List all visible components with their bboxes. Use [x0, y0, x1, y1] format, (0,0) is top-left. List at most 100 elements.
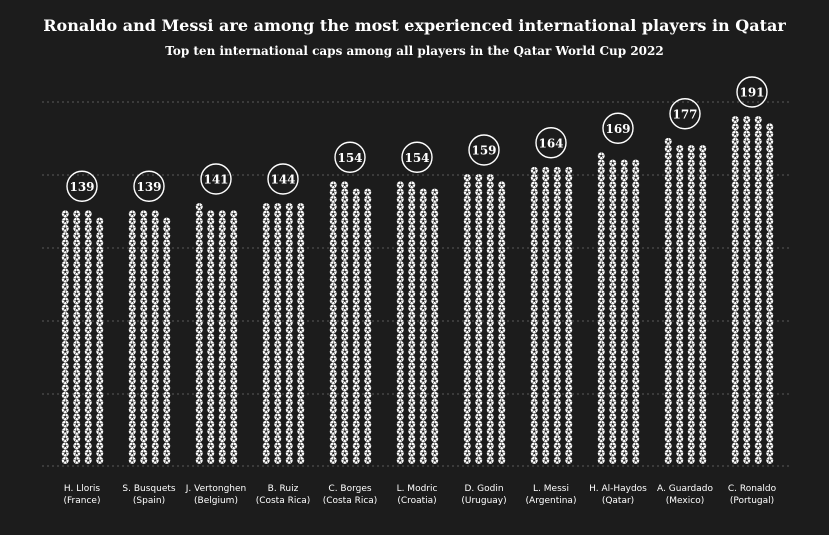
football-icon — [553, 362, 562, 370]
football-icon — [474, 261, 483, 269]
football-icon — [128, 406, 137, 414]
football-icon — [742, 174, 751, 182]
football-icon — [742, 311, 751, 319]
football-icon — [631, 188, 640, 196]
football-icon — [195, 282, 204, 290]
football-icon — [273, 297, 282, 305]
football-icon — [296, 442, 305, 450]
football-icon — [497, 275, 506, 283]
football-icon — [419, 435, 428, 443]
football-icon — [530, 174, 539, 182]
football-icon — [396, 435, 405, 443]
football-icon — [329, 304, 338, 312]
football-icon — [151, 290, 160, 298]
football-icon — [631, 333, 640, 341]
football-icon — [631, 391, 640, 399]
football-icon — [195, 304, 204, 312]
football-icon — [664, 377, 673, 385]
football-icon — [229, 355, 238, 363]
football-icon — [698, 449, 707, 457]
football-icon — [61, 239, 70, 247]
football-icon — [430, 203, 439, 211]
football-icon — [664, 290, 673, 298]
football-icon — [620, 246, 629, 254]
football-icon — [731, 442, 740, 450]
football-icon — [597, 232, 606, 240]
football-icon — [329, 406, 338, 414]
football-icon — [329, 456, 338, 464]
football-icon — [564, 195, 573, 203]
football-icon — [620, 268, 629, 276]
football-icon — [754, 246, 763, 254]
football-icon — [273, 210, 282, 218]
football-icon — [139, 224, 148, 232]
football-icon — [218, 282, 227, 290]
football-icon — [742, 362, 751, 370]
football-icon — [698, 217, 707, 225]
football-icon — [363, 232, 372, 240]
football-icon — [396, 420, 405, 428]
football-icon — [754, 137, 763, 145]
football-icon — [698, 246, 707, 254]
football-icon — [742, 398, 751, 406]
football-icon — [664, 195, 673, 203]
football-icon — [407, 195, 416, 203]
football-icon — [407, 340, 416, 348]
football-icon — [407, 275, 416, 283]
football-icon — [430, 224, 439, 232]
football-icon — [329, 311, 338, 319]
football-icon — [139, 239, 148, 247]
tick-label-name: B. Ruiz — [268, 484, 299, 494]
football-icon — [754, 217, 763, 225]
football-icon — [61, 420, 70, 428]
football-icon — [396, 362, 405, 370]
football-icon — [195, 217, 204, 225]
football-icon — [285, 355, 294, 363]
football-icon — [285, 420, 294, 428]
football-icon — [564, 420, 573, 428]
football-icon — [608, 282, 617, 290]
football-icon — [206, 232, 215, 240]
football-icon — [84, 239, 93, 247]
football-icon — [675, 319, 684, 327]
football-icon — [352, 290, 361, 298]
football-icon — [608, 340, 617, 348]
football-icon — [206, 456, 215, 464]
football-icon — [608, 188, 617, 196]
football-icon — [608, 369, 617, 377]
football-icon — [195, 253, 204, 261]
football-icon — [229, 224, 238, 232]
football-icon — [553, 210, 562, 218]
football-icon — [698, 145, 707, 153]
football-icon — [407, 253, 416, 261]
football-icon — [151, 297, 160, 305]
football-icon — [675, 159, 684, 167]
football-icon — [754, 420, 763, 428]
football-icon — [687, 333, 696, 341]
football-icon — [84, 340, 93, 348]
football-icon — [296, 340, 305, 348]
football-icon — [329, 210, 338, 218]
football-icon — [151, 348, 160, 356]
football-icon — [407, 326, 416, 334]
football-icon — [564, 391, 573, 399]
football-icon — [340, 348, 349, 356]
football-icon — [229, 442, 238, 450]
football-icon — [553, 217, 562, 225]
football-icon — [139, 427, 148, 435]
football-icon — [72, 456, 81, 464]
bar-3 — [195, 203, 238, 464]
football-icon — [329, 181, 338, 189]
football-icon — [620, 188, 629, 196]
football-icon — [430, 326, 439, 334]
football-icon — [139, 333, 148, 341]
football-icon — [564, 311, 573, 319]
football-icon — [95, 398, 104, 406]
football-icon — [396, 239, 405, 247]
football-icon — [664, 145, 673, 153]
data-label: 144 — [270, 173, 295, 187]
football-icon — [486, 326, 495, 334]
football-icon — [597, 391, 606, 399]
football-icon — [675, 435, 684, 443]
football-icon — [463, 203, 472, 211]
